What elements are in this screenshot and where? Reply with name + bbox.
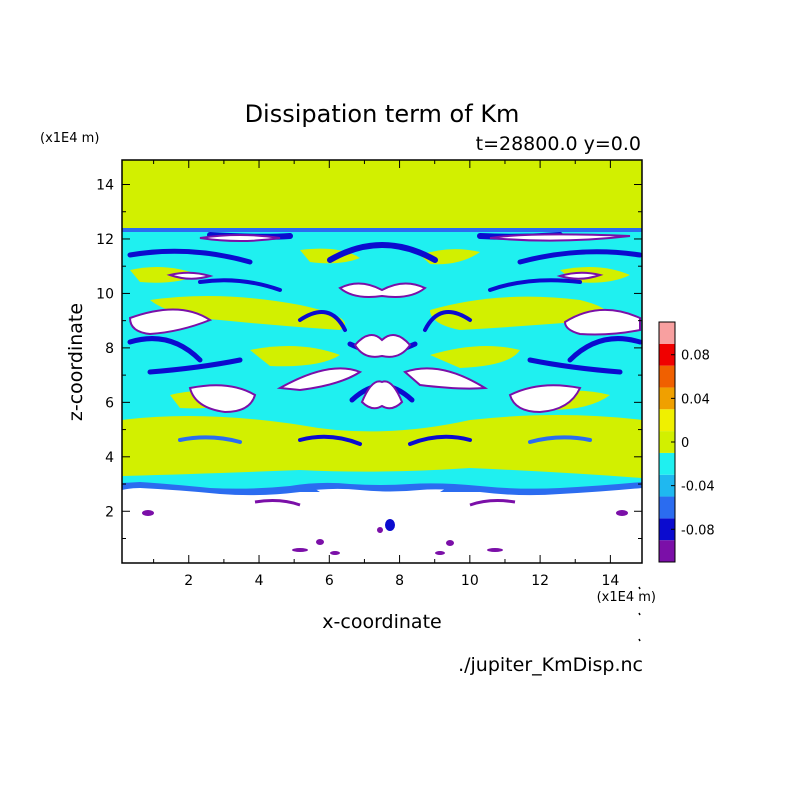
y-unit-label: (x1E4 m) [40,131,99,146]
y-tick-label: 8 [105,341,114,357]
colorbar-segment [659,431,675,453]
chart-subtitle: t=28800.0 y=0.0 [476,133,641,155]
colorbar-labels: -0.08 -0.04 0 0.04 0.08 [671,349,715,538]
y-tick-label: 14 [96,178,114,194]
x-tick-label: 2 [184,573,193,589]
colorbar-segment [659,540,675,562]
y-axis-label: z-coordinate [65,303,87,421]
x-tick-label: 6 [325,573,334,589]
y-tick-label: 10 [96,286,114,302]
x-tick-label: 14 [601,573,619,589]
colorbar-segment [659,518,675,541]
colorbar-tick-label: 0.04 [681,392,710,407]
colorbar-segment [659,452,675,475]
y-tick-label: 2 [105,504,114,520]
colorbar-tick-label: -0.08 [681,523,715,538]
corner-marks [638,586,641,642]
x-unit-label: (x1E4 m) [597,590,656,605]
x-axis-label: x-coordinate [322,611,441,633]
chart-title: Dissipation term of Km [245,100,520,128]
colorbar-segment [659,474,675,497]
y-tick-label: 12 [96,232,114,248]
x-tick-label: 12 [531,573,549,589]
upper-layer [122,160,642,232]
x-axis-ticks: 2 4 6 8 10 12 14 [153,160,619,589]
colorbar-tick-label: 0 [681,436,689,451]
y-tick-label: 4 [105,450,114,466]
lower-layer-features [142,485,628,555]
colorbar-tick-label: 0.08 [681,349,710,364]
x-tick-label: 8 [395,573,404,589]
colorbar-segment [659,409,675,432]
colorbar-segment [659,343,675,366]
x-tick-label: 4 [255,573,264,589]
strong-negative-patches [128,233,641,414]
y-tick-label: 6 [105,395,114,411]
y-axis-ticks: 2 4 6 8 10 12 14 [96,178,642,539]
near-zero-patches [122,248,642,478]
colorbar-segment [659,365,675,388]
contour-field [122,160,642,563]
source-label: ./jupiter_KmDisp.nc [458,654,643,676]
colorbar-segment [659,322,675,344]
x-tick-label: 10 [461,573,479,589]
colorbar-segment [659,496,675,519]
plot-frame [121,159,643,564]
colorbar-tick-label: -0.04 [681,480,715,495]
colorbar-segment [659,387,675,410]
